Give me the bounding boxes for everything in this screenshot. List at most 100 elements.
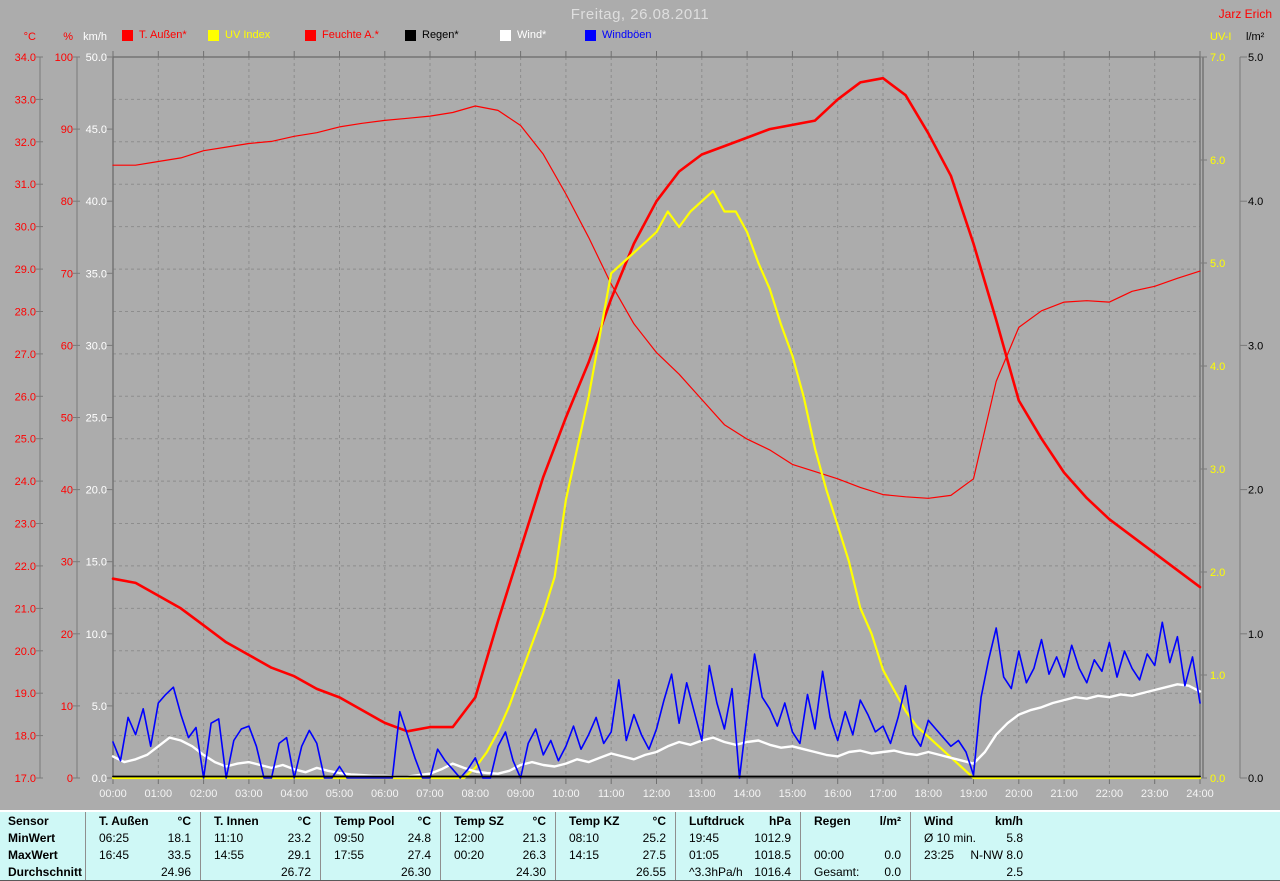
legend-swatch-regen <box>405 29 416 41</box>
uv-tick-label: 7.0 <box>1210 52 1225 64</box>
stats-value: 23.2 <box>287 831 311 845</box>
stats-cell-row: 26.55 <box>556 864 675 881</box>
stats-value: 0.0 <box>884 865 901 879</box>
stats-cell-row: 17:55 27.4 <box>321 847 440 864</box>
uv-tick-label: 0.0 <box>1210 773 1225 785</box>
stats-value: 19:45 <box>689 831 720 845</box>
x-axis-label: 06:00 <box>371 788 399 800</box>
x-axis-label: 24:00 <box>1186 788 1214 800</box>
wind-tick-label: 20.0 <box>86 485 107 497</box>
legend-item-feuchte-a: Feuchte A.* <box>305 29 379 41</box>
stats-value: °C <box>652 814 666 828</box>
x-axis-label: 08:00 <box>462 788 490 800</box>
stats-value: 06:25 <box>99 831 130 845</box>
stats-column-temp-sz: Temp SZ °C 12:00 21.3 00:20 26.3 24.30 <box>440 812 555 880</box>
stats-cell-row: 19:45 1012.9 <box>676 830 800 847</box>
wind-tick-label: 30.0 <box>86 340 107 352</box>
stats-value: Temp SZ <box>454 814 504 828</box>
legend-item-regen: Regen* <box>405 29 459 41</box>
stats-cell-row: 01:05 1018.5 <box>676 847 800 864</box>
x-axis-label: 19:00 <box>960 788 988 800</box>
stats-value: Temp KZ <box>569 814 620 828</box>
x-axis-label: 22:00 <box>1096 788 1124 800</box>
wind-tick-label: 35.0 <box>86 268 107 280</box>
stats-value: 21.3 <box>522 831 546 845</box>
stats-cell-row: Temp SZ °C <box>441 813 555 830</box>
wind-tick-label: 0.0 <box>92 773 107 785</box>
stats-value: 12:00 <box>454 831 485 845</box>
stats-value: 00:20 <box>454 848 485 862</box>
temp-tick-label: 25.0 <box>15 434 36 446</box>
stats-row-label: MaxWert <box>8 848 58 862</box>
stats-cell-row: Temp KZ °C <box>556 813 675 830</box>
x-axis-label: 23:00 <box>1141 788 1169 800</box>
stats-cell-row <box>801 830 910 847</box>
stats-value: 29.1 <box>287 848 311 862</box>
stats-value: 27.5 <box>642 848 666 862</box>
stats-value: °C <box>177 814 191 828</box>
wind-tick-label: 45.0 <box>86 124 107 136</box>
stats-value: °C <box>532 814 546 828</box>
wind-tick-label: 40.0 <box>86 196 107 208</box>
stats-value: 24.8 <box>407 831 431 845</box>
stats-cell-row: 26.30 <box>321 864 440 881</box>
stats-cell-row: 23:25 N-NW 8.0 <box>911 847 1032 864</box>
stats-cell-row: 14:55 29.1 <box>201 847 320 864</box>
stats-cell-row: 09:50 24.8 <box>321 830 440 847</box>
stats-value: 25.2 <box>642 831 666 845</box>
stats-value: 2.5 <box>1006 865 1023 879</box>
wind-tick-label: 50.0 <box>86 52 107 64</box>
stats-value: Ø 10 min. <box>924 831 977 845</box>
x-axis-label: 03:00 <box>235 788 263 800</box>
series-wind <box>111 683 1202 778</box>
stats-row-label: MinWert <box>8 831 56 845</box>
temp-unit-label: °C <box>24 31 36 43</box>
stats-cell-row: Luftdruck hPa <box>676 813 800 830</box>
author-label: Jarz Erich <box>1218 7 1272 21</box>
legend-label: Wind* <box>517 29 547 41</box>
x-axis-label: 12:00 <box>643 788 671 800</box>
weather-plot: 34.0 33.0 32.0 31.0 30.0 29.0 28.0 27.0 26.0 25.0… <box>15 31 1265 800</box>
stats-cell-row: T. Innen °C <box>201 813 320 830</box>
legend-swatch-wind <box>500 29 511 41</box>
stats-cell-row: 2.5 <box>911 864 1032 881</box>
stats-value: ^3.3hPa/h <box>689 865 743 879</box>
x-axis-label: 04:00 <box>280 788 308 800</box>
stats-cell-row: Regen l/m² <box>801 813 910 830</box>
legend-label: UV Index <box>225 29 271 41</box>
stats-row-label: Durchschnitt <box>8 865 83 879</box>
chart-title: Freitag, 26.08.2011 <box>570 6 710 23</box>
stats-value: Gesamt: <box>814 865 860 879</box>
stats-cell-row: 00:20 26.3 <box>441 847 555 864</box>
stats-value: Wind <box>924 814 954 828</box>
x-axis-label: 13:00 <box>688 788 716 800</box>
rain-unit-label: l/m² <box>1246 31 1265 43</box>
stats-value: 14:55 <box>214 848 245 862</box>
humidity-tick-label: 70 <box>61 268 73 280</box>
x-axis-label: 17:00 <box>869 788 897 800</box>
x-axis-label: 01:00 <box>145 788 173 800</box>
temp-tick-label: 27.0 <box>15 349 36 361</box>
temp-tick-label: 17.0 <box>15 773 36 785</box>
x-axis-label: 09:00 <box>507 788 535 800</box>
x-axis-label: 14:00 <box>733 788 761 800</box>
humidity-unit-label: % <box>63 31 73 43</box>
temp-tick-label: 34.0 <box>15 52 36 64</box>
stats-value: 0.0 <box>884 848 901 862</box>
stats-value: 14:15 <box>569 848 600 862</box>
stats-value: 00:00 <box>814 848 845 862</box>
stats-value: 17:55 <box>334 848 365 862</box>
rain-tick-label: 5.0 <box>1248 52 1263 64</box>
temp-tick-label: 33.0 <box>15 94 36 106</box>
humidity-tick-label: 20 <box>61 629 73 641</box>
legend-label: T. Außen* <box>139 29 187 41</box>
stats-value: N-NW 8.0 <box>970 848 1023 862</box>
stats-cell-row: Gesamt: 0.0 <box>801 864 910 881</box>
stats-column-regen: Regen l/m² 00:00 0.0 Gesamt: 0.0 <box>800 812 910 880</box>
x-axis-label: 11:00 <box>598 788 625 800</box>
stats-cell-row: 14:15 27.5 <box>556 847 675 864</box>
x-axis-label: 07:00 <box>416 788 444 800</box>
uv-tick-label: 2.0 <box>1210 567 1225 579</box>
stats-value: 24.30 <box>515 865 546 879</box>
temp-tick-label: 24.0 <box>15 476 36 488</box>
